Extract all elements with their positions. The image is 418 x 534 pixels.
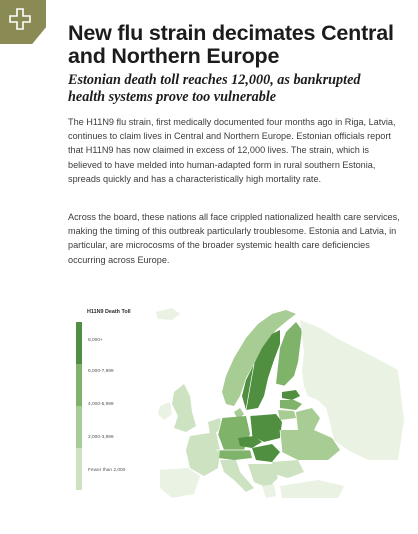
article-subhead: Estonian death toll reaches 12,000, as b… [68, 72, 361, 105]
region-poland [250, 414, 282, 442]
region-finland [276, 322, 302, 386]
region-turkey [280, 480, 344, 498]
legend-title: H11N9 Death Toll [87, 309, 131, 315]
legend-label-4000-5999: 4,000-5,999 [88, 402, 114, 407]
legend-swatch-2000-3999 [76, 448, 82, 490]
region-france [186, 432, 220, 476]
region-italy [220, 460, 254, 492]
article-paragraph-1: The H11N9 flu strain, first medically do… [68, 117, 396, 184]
article-paragraph-2: Across the board, these nations all face… [68, 212, 400, 265]
region-ireland [158, 402, 172, 420]
region-balkans [248, 464, 278, 488]
plus-cross-icon [9, 8, 31, 30]
region-norway [222, 310, 296, 406]
region-hungary [252, 444, 280, 462]
corner-tab [0, 0, 46, 44]
region-czech [238, 436, 262, 448]
legend-swatch-4000-5999 [76, 406, 82, 448]
region-romania [272, 460, 304, 478]
region-russia [300, 320, 404, 460]
death-toll-map: H11N9 Death Toll 8,000+ 6,000-7,999 4,00… [68, 300, 408, 500]
region-latvia [280, 400, 302, 410]
legend-bar [76, 322, 82, 490]
region-iberia [160, 468, 200, 498]
legend-label-fewer-than-2000: Fewer than 2,000 [88, 468, 126, 473]
region-austria [216, 450, 252, 460]
region-sweden [242, 330, 280, 410]
region-greece [262, 484, 276, 498]
region-belarus [296, 408, 320, 430]
region-benelux [208, 418, 222, 434]
region-ukraine [280, 430, 340, 460]
region-estonia [282, 390, 300, 400]
region-iceland [156, 308, 180, 320]
region-uk [172, 384, 196, 432]
europe-map [156, 308, 404, 498]
article-headline: New flu strain decimates Central and Nor… [68, 21, 394, 68]
legend-swatch-6000-7999 [76, 364, 82, 406]
region-lithuania [278, 410, 296, 420]
legend-swatch-8000-plus [76, 322, 82, 364]
legend-label-6000-7999: 6,000-7,999 [88, 369, 114, 374]
legend-label-2000-3999: 2,000-3,999 [88, 435, 114, 440]
legend-label-8000-plus: 8,000+ [88, 338, 103, 343]
